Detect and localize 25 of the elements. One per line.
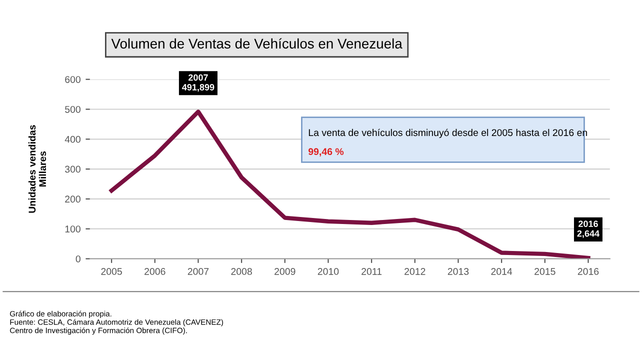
y-tick-label: 300 — [65, 166, 80, 173]
x-tick-label: 2011 — [362, 268, 382, 275]
x-tick-label: 2007 — [188, 268, 209, 275]
x-tick-label: 2014 — [491, 268, 512, 275]
y-tick-label: 0 — [76, 255, 80, 262]
y-tick-label: 100 — [65, 226, 80, 232]
y-tick-label: 200 — [65, 196, 80, 203]
x-tick-label: 2015 — [534, 268, 556, 275]
annotation: La venta de vehículos disminuyó desde el 2005 hasta el 2016 en — [308, 128, 587, 138]
y-axis-title: Unidades vendidas Millares — [28, 125, 46, 213]
x-tick-label: 2005 — [101, 268, 122, 275]
chart-title: Volumen de Ventas de Vehículos en Venezuela — [111, 38, 402, 49]
x-tick-label: 2010 — [318, 268, 339, 275]
x-tick-label: 2016 — [578, 268, 599, 275]
y-tick-label: 600 — [65, 76, 80, 83]
annotation: 2007 491,899 — [182, 74, 214, 92]
x-tick-label: 2009 — [274, 268, 296, 275]
x-tick-label: 2008 — [231, 268, 252, 275]
annotation: 2016 2,644 — [577, 220, 600, 238]
x-tick-label: 2013 — [448, 268, 469, 275]
y-tick-label: 500 — [65, 106, 80, 113]
annotation: 99,46 % — [308, 148, 344, 156]
y-tick-label: 400 — [64, 136, 80, 143]
x-tick-label: 2012 — [404, 268, 426, 275]
x-tick-label: 2006 — [144, 268, 166, 275]
